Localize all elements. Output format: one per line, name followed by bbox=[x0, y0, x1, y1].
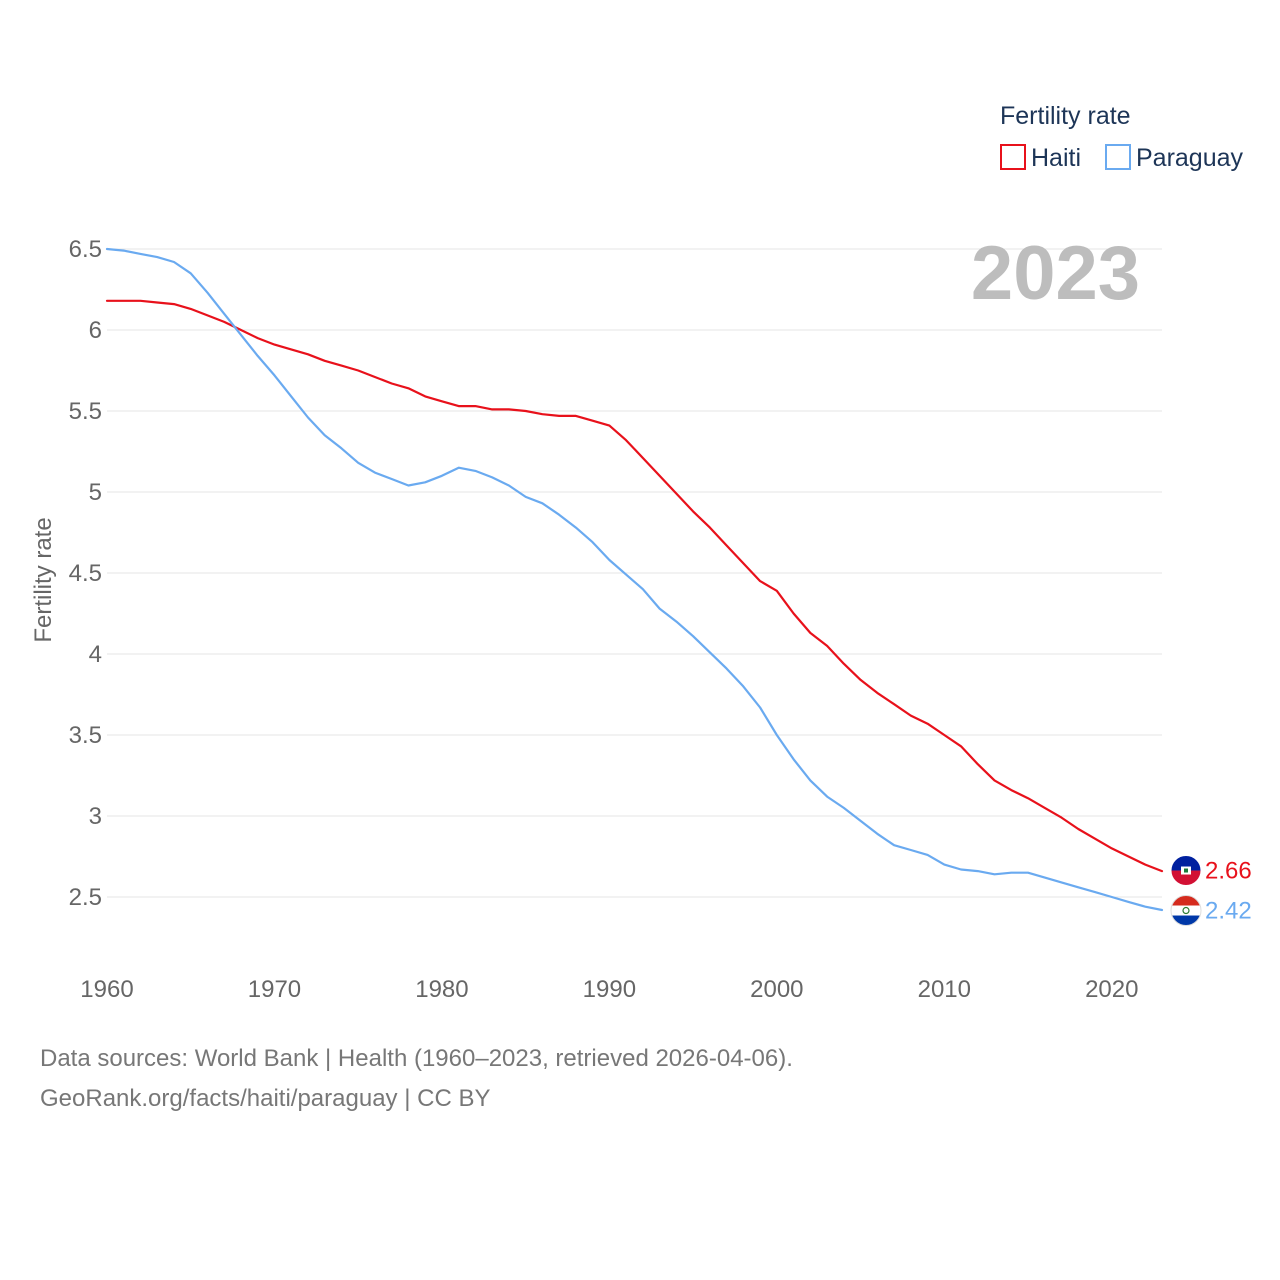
legend-label-haiti: Haiti bbox=[1031, 144, 1081, 172]
y-tick-label: 6.5 bbox=[69, 236, 102, 263]
legend-item-haiti[interactable]: Haiti bbox=[1000, 144, 1081, 172]
y-axis-title: Fertility rate bbox=[30, 517, 57, 642]
x-tick-label: 2000 bbox=[750, 976, 803, 1003]
source-line-2: GeoRank.org/facts/haiti/paraguay | CC BY bbox=[40, 1085, 491, 1112]
x-tick-label: 2010 bbox=[918, 976, 971, 1003]
end-markers: 2.66 2.42 bbox=[1170, 855, 1252, 927]
y-tick-label: 3 bbox=[89, 803, 102, 830]
year-label: 2023 bbox=[971, 231, 1140, 316]
x-axis: 1960 1970 1980 1990 2000 2010 2020 bbox=[80, 976, 1138, 1003]
legend-label-paraguay: Paraguay bbox=[1136, 144, 1244, 172]
source-line-1: Data sources: World Bank | Health (1960–… bbox=[40, 1045, 793, 1072]
legend-item-paraguay[interactable]: Paraguay bbox=[1105, 144, 1244, 172]
y-axis: 2.5 3 3.5 4 4.5 5 5.5 6 6.5 bbox=[69, 236, 102, 911]
x-tick-label: 2020 bbox=[1085, 976, 1138, 1003]
y-tick-label: 5.5 bbox=[69, 398, 102, 425]
legend: Fertility rate Haiti Paraguay bbox=[1000, 102, 1244, 172]
series-layer bbox=[105, 247, 1164, 912]
paraguay-flag-icon bbox=[1170, 895, 1202, 927]
x-tick-label: 1970 bbox=[248, 976, 301, 1003]
x-tick-label: 1990 bbox=[583, 976, 636, 1003]
legend-swatch-haiti bbox=[1000, 144, 1026, 170]
series-line-paraguay bbox=[105, 247, 1164, 912]
y-tick-label: 4 bbox=[89, 641, 102, 668]
y-tick-label: 3.5 bbox=[69, 722, 102, 749]
grid-layer bbox=[107, 248, 1162, 898]
x-tick-label: 1980 bbox=[415, 976, 468, 1003]
y-tick-label: 2.5 bbox=[69, 884, 102, 911]
haiti-flag-icon bbox=[1170, 855, 1202, 887]
legend-swatch-paraguay bbox=[1105, 144, 1131, 170]
legend-title: Fertility rate bbox=[1000, 102, 1131, 130]
end-value-haiti: 2.66 bbox=[1205, 858, 1252, 885]
end-value-paraguay: 2.42 bbox=[1205, 898, 1252, 925]
y-tick-label: 4.5 bbox=[69, 560, 102, 587]
y-tick-label: 5 bbox=[89, 479, 102, 506]
x-tick-label: 1960 bbox=[80, 976, 133, 1003]
y-tick-label: 6 bbox=[89, 317, 102, 344]
series-line-haiti bbox=[105, 299, 1164, 873]
